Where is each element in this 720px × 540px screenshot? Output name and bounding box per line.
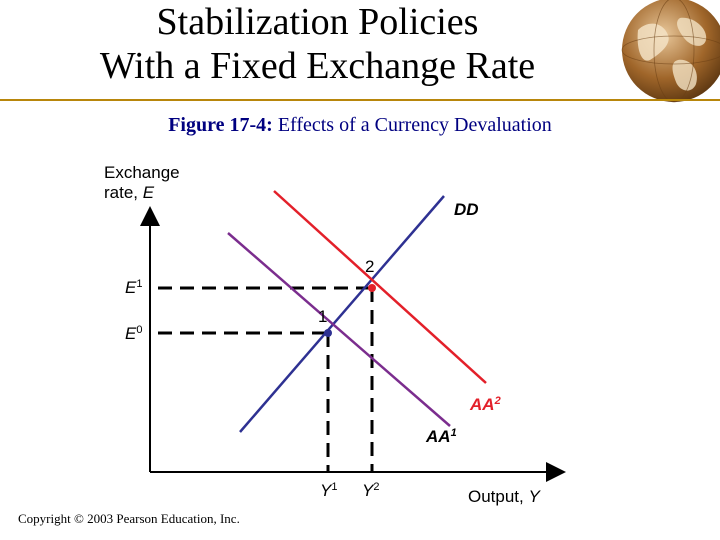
y-axis-label-line-2: rate, E [104,183,155,202]
figure-number: Figure 17-4: [168,114,273,136]
slide-title-line-1: Stabilization Policies [156,1,479,43]
equilibrium-point-1 [324,329,332,337]
e1-label: E1 [125,278,142,297]
title-divider [0,99,720,101]
y2-label: Y2 [362,481,379,500]
aa1-curve [227,232,451,427]
y1-label: Y1 [320,481,337,500]
point-2-label: 2 [365,257,374,276]
aa2-curve-label: AA2 [469,395,501,414]
globe-icon [608,0,720,104]
figure-caption-text: Effects of a Currency Devaluation [272,114,552,136]
x-axis-label: Output, Y [468,487,541,506]
dd-curve [239,195,445,433]
aa1-curve-label: AA1 [425,427,457,446]
figure-caption: Figure 17-4: Effects of a Currency Deval… [0,114,720,137]
slide-title: Stabilization Policies With a Fixed Exch… [0,0,635,88]
e0-label: E0 [125,324,142,343]
equilibrium-point-2 [368,284,376,292]
copyright-notice: Copyright © 2003 Pearson Education, Inc. [18,511,240,526]
slide-title-line-2: With a Fixed Exchange Rate [99,45,536,87]
y-axis-label-line-1: Exchange [104,163,180,182]
dd-curve-label: DD [454,200,479,219]
point-1-label: 1 [318,307,327,326]
aa2-curve [273,190,487,384]
